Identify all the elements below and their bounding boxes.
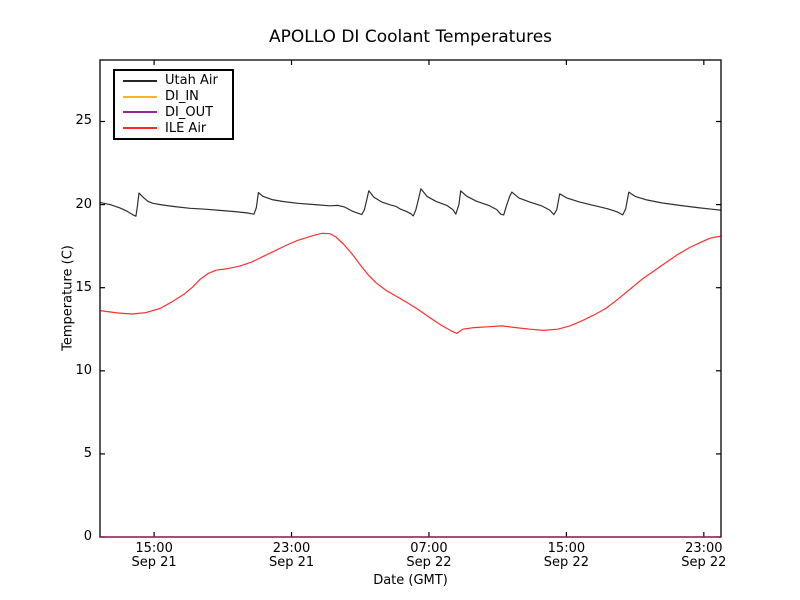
y-tick-label: 20 <box>75 196 92 212</box>
series-line-utah-air <box>99 188 721 217</box>
x-tick-label: 15:00 Sep 22 <box>544 542 589 570</box>
x-tick-label-line: Sep 22 <box>681 555 727 570</box>
series-group <box>99 188 721 538</box>
y-tick-label: 15 <box>75 279 92 295</box>
x-tick-label: 23:00 Sep 21 <box>269 542 314 570</box>
legend-label: DI_IN <box>165 89 199 105</box>
series-line-ile-air <box>99 232 721 334</box>
y-axis-label: Temperature (C) <box>60 245 76 351</box>
legend-label: Utah Air <box>165 73 218 89</box>
legend-item-di-in: DI_IN <box>123 89 224 104</box>
legend-item-di-out: DI_OUT <box>123 105 224 120</box>
legend-item-ile-air: ILE Air <box>123 121 224 136</box>
y-tick-label: 10 <box>75 362 92 378</box>
legend-line-sample <box>123 127 157 130</box>
x-tick-label: 07:00 Sep 22 <box>406 542 451 570</box>
legend-line-sample <box>123 79 157 82</box>
x-tick-label-line: Sep 21 <box>131 555 177 570</box>
x-tick-label-line: Sep 22 <box>543 555 589 570</box>
legend-label: ILE Air <box>165 120 207 136</box>
x-tick-label-line: 15:00 <box>135 541 173 556</box>
x-axis-label: Date (GMT) <box>373 573 448 588</box>
legend-line-sample <box>123 111 157 114</box>
x-tick-label-line: 23:00 <box>272 541 311 556</box>
x-tick-label: 15:00 Sep 21 <box>132 542 177 570</box>
x-tick-label-line: 15:00 <box>547 541 586 556</box>
legend-box: Utah Air DI_IN DI_OUT ILE Air <box>113 69 234 140</box>
legend-item-utah-air: Utah Air <box>123 73 224 88</box>
legend-label: DI_OUT <box>165 104 214 120</box>
x-tick-label-line: 07:00 <box>410 541 448 556</box>
legend-line-sample <box>123 95 157 98</box>
x-tick-label-line: Sep 22 <box>406 555 452 570</box>
x-tick-label-line: Sep 21 <box>268 555 315 570</box>
chart-title: APOLLO DI Coolant Temperatures <box>268 27 553 47</box>
y-tick-label: 5 <box>83 445 92 461</box>
y-tick-label: 0 <box>83 529 92 544</box>
x-tick-label-line: 23:00 <box>685 541 723 556</box>
x-tick-label: 23:00 Sep 22 <box>681 542 726 570</box>
y-tick-label: 25 <box>75 113 92 129</box>
